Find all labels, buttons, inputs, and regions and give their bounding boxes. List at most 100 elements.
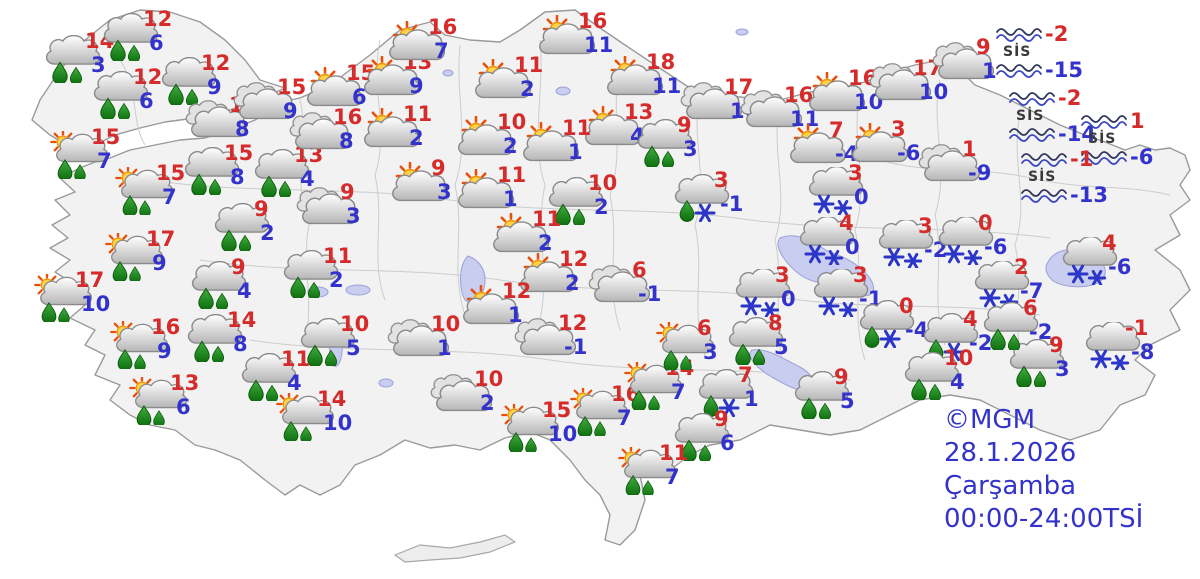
low-temp-label: 3 [91,53,106,77]
fog-waves-icon [1009,128,1055,142]
high-temp-label: 12 [559,247,589,271]
low-temp-label: 5 [346,336,361,360]
high-temp-label: 9 [976,35,991,59]
low-temp-label: 0 [781,287,796,311]
low-temp-label: 9 [283,99,298,123]
high-temp-label: 6 [697,316,712,340]
low-temp-label: -2 [969,331,993,355]
low-temp-label: 9 [157,339,172,363]
low-temp-label: 2 [538,231,553,255]
low-temp-label: -4 [835,142,859,166]
high-temp-label: 15 [224,141,254,165]
high-temp-label: 3 [853,263,868,287]
high-temp-label: 10 [944,346,974,370]
high-temp-label: 6 [1023,296,1038,320]
attribution-block: ©MGM 28.1.2026 Çarşamba 00:00-24:00TSİ [944,404,1143,536]
high-temp-label: 15 [542,398,572,422]
low-temp-label: -2 [924,238,948,262]
high-temp-label: 3 [848,161,863,185]
high-temp-label: 14 [227,308,257,332]
low-temp-label: 10 [323,411,353,435]
low-temp-label: 11 [584,33,614,57]
high-temp-label: 10 [588,171,618,195]
high-temp-label: 9 [231,255,246,279]
high-temp-label: 7 [829,118,844,142]
high-temp-label: 15 [156,161,186,185]
low-temp-label: 7 [671,380,686,404]
fog-waves-icon [1021,189,1067,203]
copyright-text: ©MGM [944,405,1036,435]
fog-label: SİS [1088,131,1117,147]
high-temp-label: 11 [659,441,689,465]
low-temp-label: -8 [1131,340,1155,364]
low-temp-label: 2 [503,134,518,158]
low-temp-label: 1 [744,387,759,411]
low-temp-label: 0 [845,235,860,259]
low-temp-label: 3 [703,340,718,364]
high-temp-label: 9 [254,197,269,221]
high-temp-label: 2 [1014,255,1029,279]
low-temp-label: 7 [617,406,632,430]
date-text: 28.1.2026 [944,438,1077,468]
high-temp-label: 17 [75,268,105,292]
low-temp-label: -13 [1070,183,1108,207]
fog-waves-icon [996,64,1042,78]
high-temp-label: 10 [497,110,527,134]
high-temp-label: 7 [738,363,753,387]
low-temp-label: 9 [152,251,167,275]
low-temp-label: -1 [859,287,883,311]
low-temp-label: 4 [300,167,315,191]
low-temp-label: 1 [437,336,452,360]
low-temp-label: 10 [854,90,884,114]
low-temp-label: 10 [919,80,949,104]
high-temp-label: 9 [431,156,446,180]
high-temp-label: 11 [323,244,353,268]
high-temp-label: 12 [558,311,588,335]
high-temp-label: 16 [428,15,458,39]
high-temp-label: 13 [170,371,200,395]
fog-waves-icon [1081,115,1127,129]
high-temp-label: -2 [1058,86,1082,110]
high-temp-label: 11 [403,102,433,126]
high-temp-label: 9 [677,113,692,137]
low-temp-label: 3 [346,204,361,228]
high-temp-label: 12 [201,51,231,75]
high-temp-label: 18 [646,50,676,74]
high-temp-label: 4 [1102,231,1117,255]
high-temp-label: 3 [775,263,790,287]
low-temp-label: 6 [720,431,735,455]
high-temp-label: -1 [1070,147,1094,171]
high-temp-label: 11 [532,207,562,231]
high-temp-label: 3 [891,117,906,141]
low-temp-label: -6 [1130,145,1154,169]
high-temp-label: 12 [143,7,173,31]
high-temp-label: 16 [151,315,181,339]
time-range-text: 00:00-24:00TSİ [944,504,1144,534]
low-temp-label: -6 [897,141,921,165]
high-temp-label: 11 [497,163,527,187]
low-temp-label: -1 [564,335,588,359]
low-temp-label: 3 [1055,357,1070,381]
low-temp-label: 0 [854,185,869,209]
fog-waves-icon [1009,92,1055,106]
low-temp-label: 7 [97,149,112,173]
high-temp-label: 12 [502,279,532,303]
day-text: Çarşamba [944,471,1077,501]
high-temp-label: 11 [281,347,311,371]
low-temp-label: -1 [720,192,744,216]
low-temp-label: 4 [950,370,965,394]
low-temp-label: 2 [520,77,535,101]
low-temp-label: 7 [162,185,177,209]
high-temp-label: 4 [963,307,978,331]
low-temp-label: 3 [437,180,452,204]
high-temp-label: 17 [146,227,176,251]
high-temp-label: 11 [514,53,544,77]
cyprus-island [393,534,517,563]
high-temp-label: 8 [768,311,783,335]
high-temp-label: 3 [714,168,729,192]
low-temp-label: 5 [840,389,855,413]
high-temp-label: 3 [918,214,933,238]
low-temp-label: 8 [230,165,245,189]
low-temp-label: 9 [207,75,222,99]
high-temp-label: 16 [784,83,814,107]
